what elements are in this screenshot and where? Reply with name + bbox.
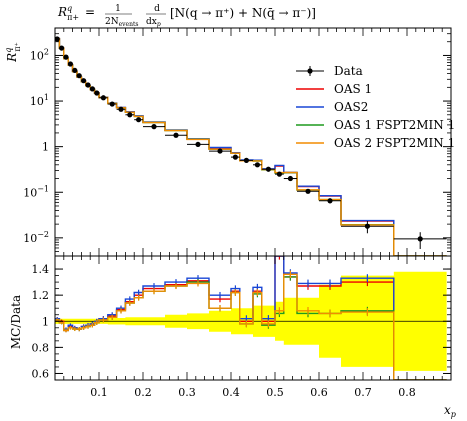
title-bracket: [N(q → π⁺) + N(q̄ → π⁻)]: [170, 6, 316, 20]
title-lhs-sup: q: [67, 4, 72, 13]
main-series-oas-2-fspt2min-1: [55, 38, 447, 256]
data-point: [76, 73, 82, 79]
ratio-series-oas2: [55, 256, 447, 380]
legend-label: OAS2: [334, 100, 368, 114]
legend-label: OAS 2 FSPT2MIN 1: [334, 136, 455, 150]
y-main-tick-label: 10−2: [23, 230, 49, 245]
data-point: [393, 232, 447, 249]
legend-entry-oas2: OAS2: [296, 100, 368, 114]
data-point: [63, 54, 69, 60]
y-axis-title-ratio: MC/Data: [9, 295, 23, 349]
data-point: [59, 45, 65, 51]
legend-label: OAS 1: [334, 82, 372, 96]
y-main-tick-label: 102: [30, 47, 49, 62]
title-lhs: R: [57, 5, 67, 19]
chart-title: Rq π+ = 1 2Nevents d dxp [N(q → π⁺) + N(q…: [57, 4, 316, 28]
ratio-series-oas-2-fspt2min-1: [55, 273, 447, 380]
ratio-frame: [54, 255, 452, 381]
legend-entry-data: Data: [296, 64, 363, 78]
legend-label: OAS 1 FSPT2MIN 1: [334, 118, 455, 132]
ratio-panel: 0.6 0.8 1 1.2 1.4 0.1 0.2 0.3 0.4 0.5 0.6 0.7 0.8: [32, 255, 452, 399]
title-deriv-num: d: [154, 4, 160, 14]
data-point: [94, 90, 100, 96]
data-point: [297, 188, 319, 194]
y-main-tick-label: 101: [30, 93, 49, 108]
title-frac-den: 2Nevents: [105, 17, 138, 28]
x-tick-label: 0.1: [90, 386, 108, 399]
data-point: [231, 154, 240, 160]
x-tick-label: 0.2: [134, 386, 152, 399]
data-point: [54, 36, 60, 42]
data-point: [125, 112, 135, 118]
title-frac-num: 1: [115, 4, 121, 14]
data-point: [275, 171, 284, 177]
data-point: [89, 86, 95, 92]
y-ratio-tick-label: 1: [42, 315, 49, 328]
y-ratio-tick-label: 1.4: [32, 263, 50, 276]
x-axis-title: xp: [444, 403, 456, 419]
data-point: [72, 67, 78, 74]
x-tick-label: 0.3: [178, 386, 196, 399]
data-point: [253, 162, 262, 168]
data-point: [319, 198, 341, 204]
title-lhs-sub: π+: [67, 13, 79, 22]
data-point: [116, 106, 126, 112]
data-point: [67, 61, 73, 67]
y-main-tick-label: 1: [42, 141, 49, 154]
title-deriv-den: dxp: [146, 17, 161, 28]
data-point: [239, 157, 253, 163]
data-point: [187, 141, 209, 148]
data-point: [143, 124, 165, 130]
y-main-tick-label: 10−1: [23, 184, 49, 199]
data-point: [81, 78, 87, 84]
data-point: [261, 166, 275, 172]
data-point: [85, 82, 91, 88]
x-tick-label: 0.4: [222, 386, 240, 399]
x-tick-label: 0.7: [354, 386, 372, 399]
main-panel: 10−2 10−1 1 101 102: [23, 27, 452, 257]
x-tick-label: 0.5: [266, 386, 284, 399]
data-point: [134, 117, 143, 123]
data-point: [99, 95, 108, 101]
x-tick-label: 0.8: [398, 386, 416, 399]
y-ratio-tick-label: 0.6: [32, 367, 50, 380]
data-point: [341, 221, 394, 234]
y-ratio-tick-label: 0.8: [32, 341, 50, 354]
data-point: [107, 101, 117, 107]
data-point: [209, 148, 231, 154]
y-ratio-tick-label: 1.2: [32, 289, 50, 302]
legend-entry-oas-1-fspt2min-1: OAS 1 FSPT2MIN 1: [296, 118, 455, 132]
legend-entry-oas-2-fspt2min-1: OAS 2 FSPT2MIN 1: [296, 136, 455, 150]
svg-text:Rqπ⁺: Rqπ⁺: [4, 42, 22, 63]
x-tick-label: 0.6: [310, 386, 328, 399]
data-point: [283, 175, 297, 182]
svg-text:Rqπ+ =: Rq π+ =: [57, 4, 95, 22]
legend: Data OAS 1 OAS2 OAS 1 FSPT2MIN 1 OAS 2 FSPT2…: [296, 64, 455, 150]
data-point: [165, 132, 187, 138]
y-axis-title-main: Rqπ⁺: [4, 42, 22, 63]
legend-entry-oas-1: OAS 1: [296, 82, 372, 96]
legend-label: Data: [334, 64, 363, 78]
